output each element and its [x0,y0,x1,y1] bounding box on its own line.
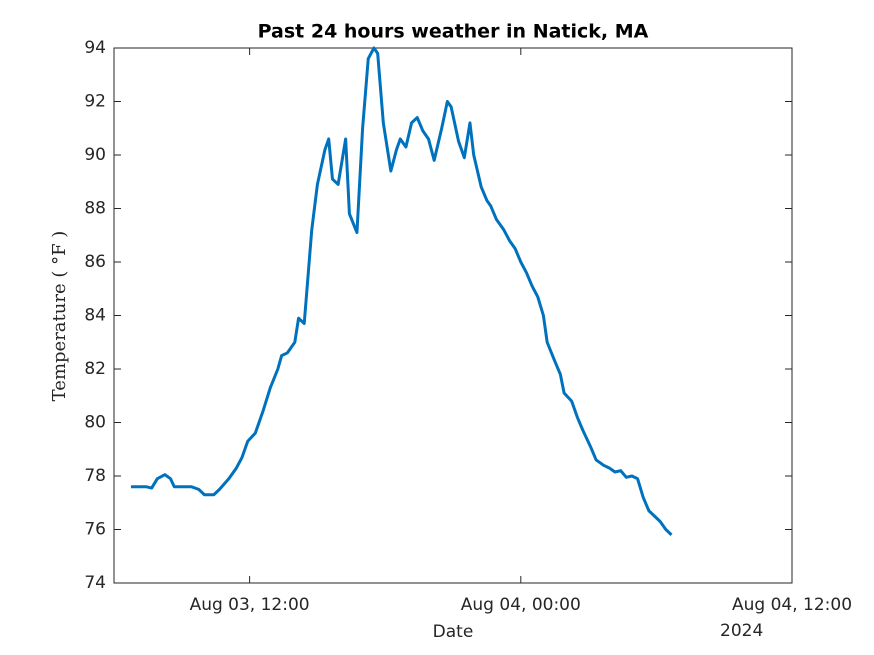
x-tick-label: Aug 04, 00:00 [461,595,581,615]
y-tick-label: 82 [84,359,106,379]
y-tick-label: 80 [84,413,106,433]
y-tick-label: 84 [84,306,106,326]
y-tick-label: 86 [84,252,106,272]
y-tick-label: 76 [84,520,106,540]
y-tick-label: 92 [84,92,106,112]
chart-title: Past 24 hours weather in Natick, MA [258,21,649,43]
y-tick-label: 94 [84,38,106,58]
y-tick-label: 74 [84,573,106,593]
y-tick-label: 78 [84,466,106,486]
y-axis-label: Temperature ( °F ) [49,231,70,402]
x-secondary-label: 2024 [720,621,763,641]
y-tick-label: 90 [84,145,106,165]
x-axis-label: Date [433,622,474,642]
y-tick-label: 88 [84,199,106,219]
temperature-line [130,46,673,536]
x-tick-label: Aug 03, 12:00 [190,595,310,615]
x-tick-label: Aug 04, 12:00 [732,595,852,615]
